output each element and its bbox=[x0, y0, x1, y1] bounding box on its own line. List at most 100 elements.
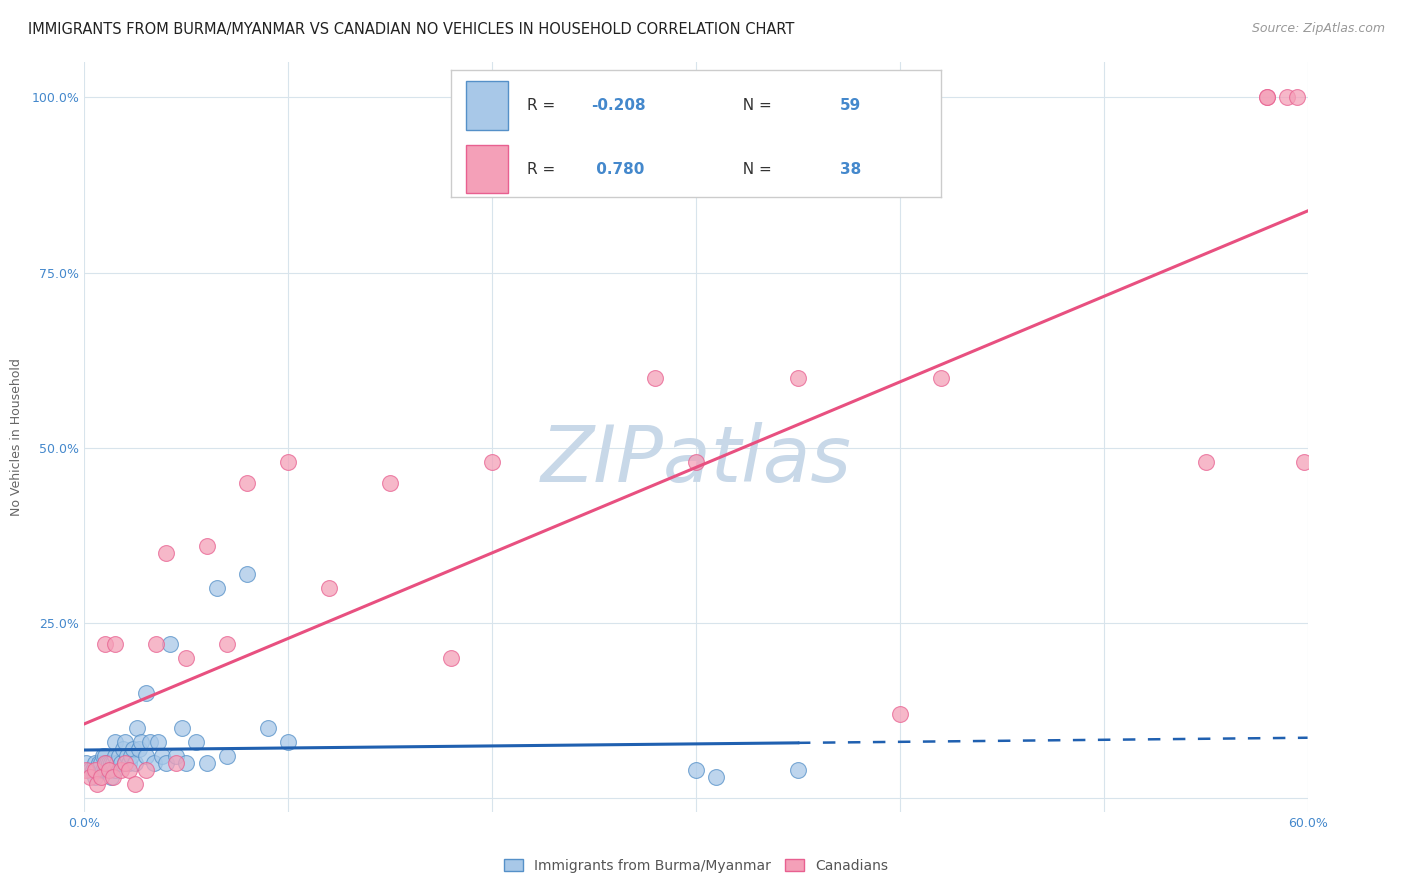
Point bbox=[93, 748, 115, 763]
Point bbox=[217, 748, 239, 763]
Point bbox=[90, 770, 112, 784]
Point bbox=[706, 770, 728, 784]
Point bbox=[115, 748, 138, 763]
Point bbox=[122, 741, 145, 756]
Point bbox=[165, 756, 187, 770]
Point bbox=[93, 756, 115, 770]
Point bbox=[114, 756, 136, 770]
Point bbox=[104, 637, 127, 651]
Point bbox=[101, 770, 124, 784]
Point bbox=[787, 763, 810, 777]
Point bbox=[236, 475, 259, 490]
Point bbox=[104, 763, 127, 777]
Point bbox=[101, 756, 124, 770]
Point bbox=[172, 721, 194, 735]
Point bbox=[155, 756, 177, 770]
Point bbox=[1256, 90, 1278, 104]
Point bbox=[1286, 90, 1309, 104]
Point bbox=[1277, 90, 1299, 104]
Point bbox=[100, 770, 122, 784]
Point bbox=[86, 777, 108, 791]
Point bbox=[145, 637, 167, 651]
Point bbox=[83, 770, 105, 784]
Point bbox=[93, 637, 115, 651]
Point bbox=[93, 763, 115, 777]
Point bbox=[91, 748, 114, 763]
Point bbox=[96, 763, 118, 777]
Legend: Immigrants from Burma/Myanmar, Canadians: Immigrants from Burma/Myanmar, Canadians bbox=[496, 852, 896, 880]
Point bbox=[120, 748, 142, 763]
Point bbox=[118, 756, 141, 770]
Point bbox=[257, 721, 280, 735]
Point bbox=[93, 756, 115, 770]
Point bbox=[91, 763, 114, 777]
Point bbox=[135, 763, 157, 777]
Point bbox=[217, 637, 239, 651]
Point bbox=[236, 566, 259, 581]
Point bbox=[86, 763, 108, 777]
Point bbox=[685, 763, 707, 777]
Text: ZIPatlas: ZIPatlas bbox=[540, 422, 852, 498]
Point bbox=[79, 770, 101, 784]
Text: IMMIGRANTS FROM BURMA/MYANMAR VS CANADIAN NO VEHICLES IN HOUSEHOLD CORRELATION C: IMMIGRANTS FROM BURMA/MYANMAR VS CANADIA… bbox=[28, 22, 794, 37]
Point bbox=[97, 756, 120, 770]
Point bbox=[138, 734, 160, 748]
Point bbox=[75, 763, 97, 777]
Point bbox=[380, 475, 402, 490]
Point bbox=[1292, 454, 1315, 468]
Point bbox=[440, 650, 463, 665]
Point bbox=[104, 734, 127, 748]
Point bbox=[1256, 90, 1278, 104]
Point bbox=[146, 734, 169, 748]
Point bbox=[100, 756, 122, 770]
Point bbox=[644, 370, 666, 384]
Point bbox=[685, 454, 707, 468]
Point bbox=[481, 454, 503, 468]
Point bbox=[105, 756, 128, 770]
Point bbox=[277, 734, 299, 748]
Point bbox=[205, 581, 228, 595]
Point bbox=[155, 546, 177, 560]
Point bbox=[174, 756, 197, 770]
Point bbox=[195, 756, 218, 770]
Point bbox=[127, 721, 149, 735]
Point bbox=[135, 748, 157, 763]
Point bbox=[277, 454, 299, 468]
Point bbox=[787, 370, 810, 384]
Point bbox=[929, 370, 952, 384]
Point bbox=[110, 763, 132, 777]
Y-axis label: No Vehicles in Household: No Vehicles in Household bbox=[10, 359, 24, 516]
Point bbox=[83, 763, 105, 777]
Point bbox=[97, 763, 120, 777]
Point bbox=[135, 686, 157, 700]
Point bbox=[90, 756, 112, 770]
Point bbox=[114, 756, 136, 770]
Point bbox=[318, 581, 340, 595]
Point bbox=[79, 763, 101, 777]
Point bbox=[114, 734, 136, 748]
Point bbox=[150, 748, 173, 763]
Point bbox=[82, 763, 104, 777]
Point bbox=[131, 734, 153, 748]
Point bbox=[165, 748, 187, 763]
Point bbox=[174, 650, 197, 665]
Point bbox=[83, 756, 105, 770]
Point bbox=[142, 756, 165, 770]
Point bbox=[195, 539, 218, 553]
Point bbox=[90, 763, 112, 777]
Point bbox=[1195, 454, 1218, 468]
Text: Source: ZipAtlas.com: Source: ZipAtlas.com bbox=[1251, 22, 1385, 36]
Point bbox=[104, 748, 127, 763]
Point bbox=[96, 756, 118, 770]
Point bbox=[75, 756, 97, 770]
Point bbox=[124, 777, 146, 791]
Point bbox=[110, 756, 132, 770]
Point bbox=[118, 763, 141, 777]
Point bbox=[108, 748, 131, 763]
Point bbox=[124, 756, 146, 770]
Point bbox=[889, 706, 911, 721]
Point bbox=[97, 763, 120, 777]
Point bbox=[186, 734, 208, 748]
Point bbox=[112, 741, 135, 756]
Point bbox=[128, 741, 150, 756]
